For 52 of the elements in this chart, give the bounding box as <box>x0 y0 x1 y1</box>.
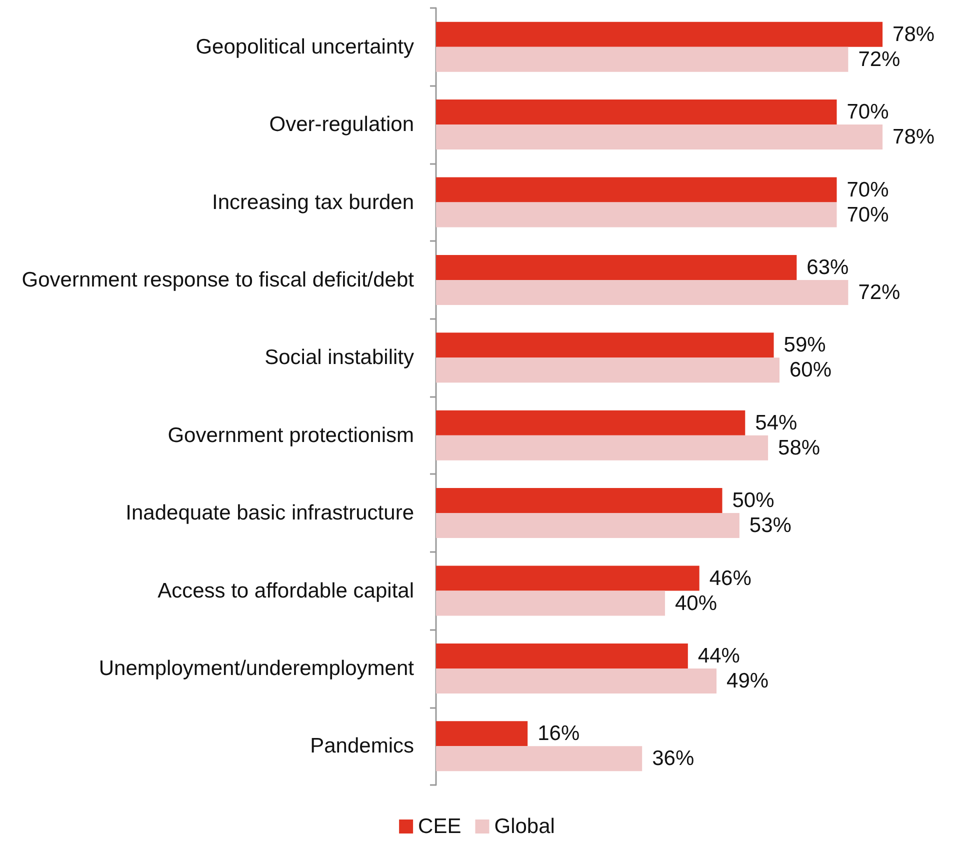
data-label: 72% <box>858 48 900 71</box>
data-label: 58% <box>778 436 820 460</box>
data-label: 53% <box>749 514 792 538</box>
bar <box>436 668 717 694</box>
bar <box>436 513 740 538</box>
bar <box>436 124 883 150</box>
data-label: 70% <box>846 203 889 226</box>
y-tick-label: Government protectionism <box>168 424 414 447</box>
data-label: 70% <box>846 100 889 124</box>
bar <box>436 721 528 746</box>
bar <box>436 177 837 202</box>
bar <box>436 22 883 47</box>
y-tick-label: Geopolitical uncertainty <box>196 35 414 58</box>
bar <box>436 280 848 305</box>
data-label: 72% <box>858 280 900 304</box>
bar <box>436 643 688 668</box>
bar <box>436 410 746 436</box>
data-label: 36% <box>652 747 694 770</box>
bar <box>436 566 700 591</box>
y-tick-label: Unemployment/underemployment <box>98 656 414 680</box>
data-label: 59% <box>784 334 826 357</box>
legend-label: Global <box>494 815 555 838</box>
y-tick-label: Government response to fiscal deficit/debt <box>22 268 414 292</box>
data-label: 78% <box>892 22 935 46</box>
y-tick-label: Increasing tax burden <box>212 190 414 214</box>
data-label: 16% <box>538 722 580 746</box>
data-label: 44% <box>698 644 740 668</box>
data-label: 70% <box>846 178 889 202</box>
y-tick-label: Over-regulation <box>269 113 414 136</box>
y-tick-label: Inadequate basic infrastructure <box>126 502 414 525</box>
bar <box>436 590 665 616</box>
data-label: 63% <box>806 256 849 279</box>
data-label: 78% <box>892 126 935 149</box>
y-tick-label: Access to affordable capital <box>158 579 414 602</box>
bar <box>436 46 848 72</box>
data-label: 60% <box>790 358 832 382</box>
y-tick-label: Pandemics <box>310 734 414 758</box>
bar <box>436 254 797 280</box>
data-label: 46% <box>709 566 752 590</box>
data-label: 40% <box>675 592 718 615</box>
data-label: 54% <box>755 411 798 434</box>
y-tick-label: Social instability <box>264 346 414 370</box>
bar <box>436 435 768 460</box>
data-label: 50% <box>732 489 774 512</box>
bar <box>436 100 837 125</box>
bar <box>436 332 774 358</box>
bar <box>436 746 642 772</box>
bar <box>436 202 837 228</box>
data-label: 49% <box>726 669 769 692</box>
bar <box>436 488 722 514</box>
legend-label: CEE <box>418 815 462 838</box>
bar <box>436 358 780 383</box>
